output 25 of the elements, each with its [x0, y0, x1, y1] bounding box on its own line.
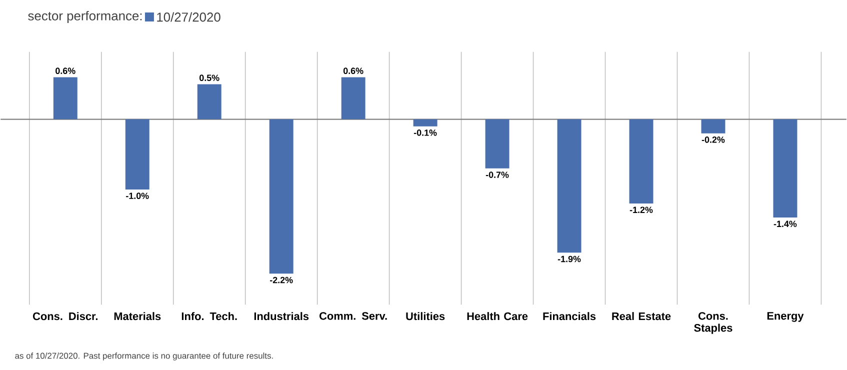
x-tick-label: Utilities	[406, 312, 445, 320]
x-tick-label: Real Estate	[612, 312, 671, 320]
x-tick-label: Financials	[543, 312, 596, 320]
data-label: -0.1%	[414, 129, 437, 136]
chart-title: sector performance:	[28, 10, 142, 23]
text: as of 10/27/2020. Past performance is no guarantee of future results.	[15, 352, 273, 360]
data-label: 0.5%	[200, 74, 220, 81]
data-label: -1.4%	[774, 220, 797, 227]
x-tick-label: Cons. Discr.	[33, 312, 98, 320]
x-tick-label: Energy	[767, 312, 804, 322]
x-tick-label: Health Care	[467, 312, 528, 320]
x-tick-label: Materials	[114, 312, 161, 320]
data-label: 0.6%	[343, 67, 364, 74]
data-label: 0.6%	[56, 67, 76, 74]
x-tick-label: Cons. Staples	[694, 312, 732, 334]
data-label: -0.2%	[702, 136, 725, 143]
legend-label: 10/27/2020	[157, 12, 220, 22]
x-tick-label: Comm. Serv.	[320, 312, 387, 320]
x-tick-label: Info. Tech.	[182, 312, 237, 320]
x-tick-label: Industrials	[254, 312, 309, 320]
data-label: -2.2%	[270, 276, 293, 283]
data-label: -0.7%	[486, 171, 509, 178]
data-label: -1.0%	[126, 192, 149, 199]
data-label: -1.2%	[630, 206, 653, 213]
data-label: -1.9%	[558, 256, 581, 262]
